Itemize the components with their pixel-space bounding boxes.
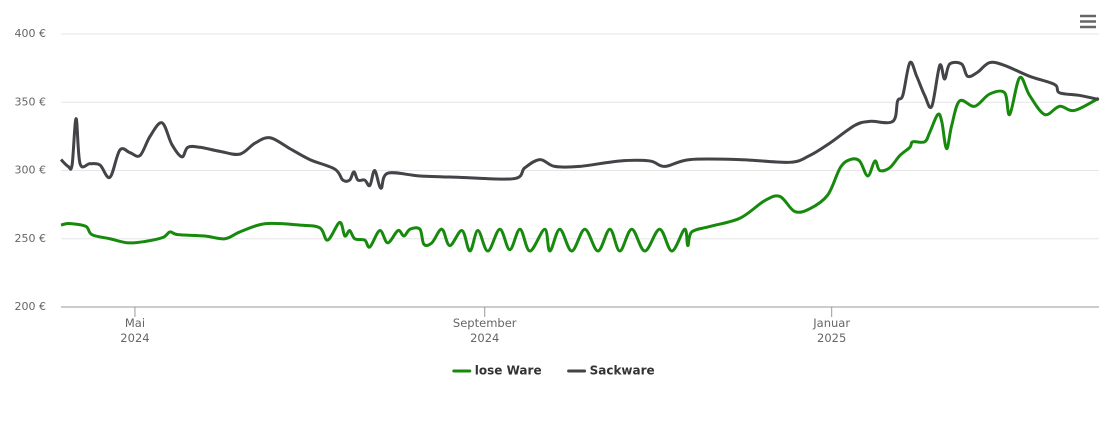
x-tick-label: Mai 2024 — [120, 316, 150, 345]
line — [60, 75, 1100, 253]
y-tick-label: 350 € — [15, 95, 47, 108]
y-tick-label: 200 € — [15, 300, 47, 313]
legend-label: lose Ware — [475, 364, 542, 378]
x-tick-label: Januar 2025 — [813, 316, 851, 345]
legend-label: Sackware — [590, 364, 655, 378]
legend: lose Ware Sackware — [452, 364, 655, 378]
y-tick-label: 300 € — [15, 164, 47, 177]
x-tick-label: September 2024 — [452, 316, 517, 345]
y-tick-label: 400 € — [15, 27, 47, 40]
y-tick-label: 250 € — [15, 232, 47, 245]
line — [59, 60, 1100, 190]
menu-button[interactable] — [1078, 13, 1098, 31]
